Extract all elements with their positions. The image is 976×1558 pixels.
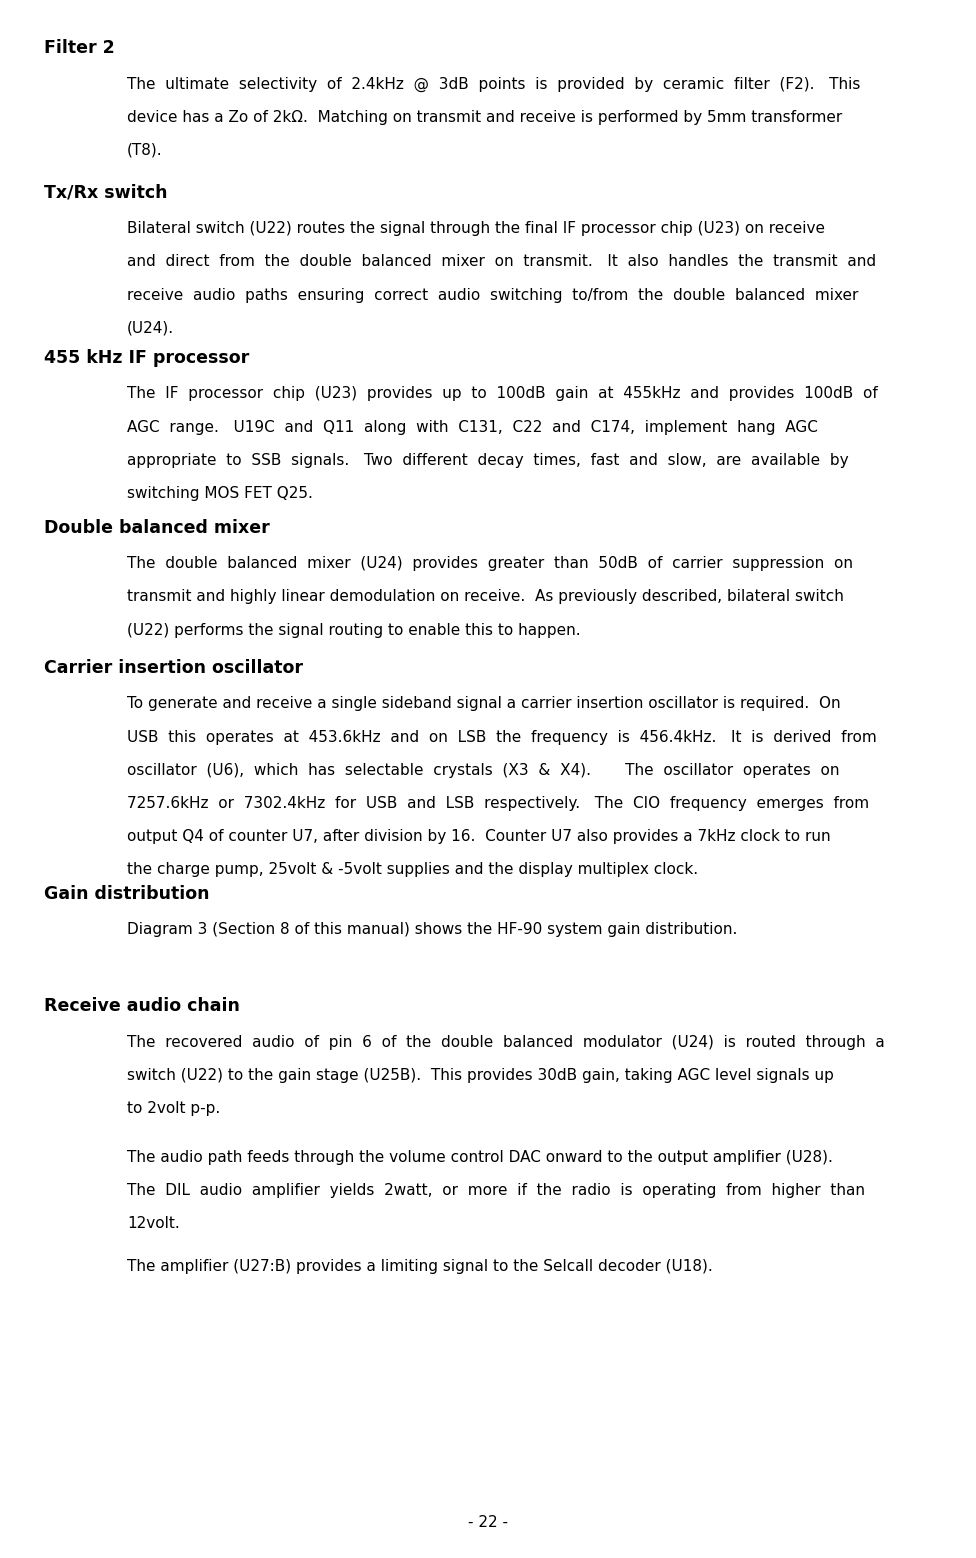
Text: (U22) performs the signal routing to enable this to happen.: (U22) performs the signal routing to ena… [127, 623, 581, 637]
Text: oscillator  (U6),  which  has  selectable  crystals  (X3  &  X4).       The  osc: oscillator (U6), which has selectable cr… [127, 763, 839, 777]
Text: The  recovered  audio  of  pin  6  of  the  double  balanced  modulator  (U24)  : The recovered audio of pin 6 of the doub… [127, 1035, 884, 1050]
Text: Filter 2: Filter 2 [44, 39, 114, 58]
Text: Gain distribution: Gain distribution [44, 885, 210, 904]
Text: and  direct  from  the  double  balanced  mixer  on  transmit.   It  also  handl: and direct from the double balanced mixe… [127, 254, 876, 270]
Text: Receive audio chain: Receive audio chain [44, 997, 240, 1016]
Text: - 22 -: - 22 - [468, 1514, 508, 1530]
Text: switch (U22) to the gain stage (U25B).  This provides 30dB gain, taking AGC leve: switch (U22) to the gain stage (U25B). T… [127, 1067, 834, 1083]
Text: Carrier insertion oscillator: Carrier insertion oscillator [44, 659, 303, 678]
Text: transmit and highly linear demodulation on receive.  As previously described, bi: transmit and highly linear demodulation … [127, 589, 844, 605]
Text: Tx/Rx switch: Tx/Rx switch [44, 184, 168, 203]
Text: To generate and receive a single sideband signal a carrier insertion oscillator : To generate and receive a single sideban… [127, 696, 840, 712]
Text: appropriate  to  SSB  signals.   Two  different  decay  times,  fast  and  slow,: appropriate to SSB signals. Two differen… [127, 453, 848, 467]
Text: receive  audio  paths  ensuring  correct  audio  switching  to/from  the  double: receive audio paths ensuring correct aud… [127, 288, 858, 302]
Text: 7257.6kHz  or  7302.4kHz  for  USB  and  LSB  respectively.   The  CIO  frequenc: 7257.6kHz or 7302.4kHz for USB and LSB r… [127, 796, 869, 812]
Text: AGC  range.   U19C  and  Q11  along  with  C131,  C22  and  C174,  implement  ha: AGC range. U19C and Q11 along with C131,… [127, 419, 818, 435]
Text: The  IF  processor  chip  (U23)  provides  up  to  100dB  gain  at  455kHz  and : The IF processor chip (U23) provides up … [127, 386, 877, 402]
Text: 455 kHz IF processor: 455 kHz IF processor [44, 349, 249, 368]
Text: switching MOS FET Q25.: switching MOS FET Q25. [127, 486, 312, 502]
Text: Bilateral switch (U22) routes the signal through the final IF processor chip (U2: Bilateral switch (U22) routes the signal… [127, 221, 825, 237]
Text: (U24).: (U24). [127, 321, 174, 337]
Text: 12volt.: 12volt. [127, 1217, 180, 1231]
Text: The  double  balanced  mixer  (U24)  provides  greater  than  50dB  of  carrier : The double balanced mixer (U24) provides… [127, 556, 853, 572]
Text: Diagram 3 (Section 8 of this manual) shows the HF-90 system gain distribution.: Diagram 3 (Section 8 of this manual) sho… [127, 922, 737, 938]
Text: USB  this  operates  at  453.6kHz  and  on  LSB  the  frequency  is  456.4kHz.  : USB this operates at 453.6kHz and on LSB… [127, 729, 876, 745]
Text: Double balanced mixer: Double balanced mixer [44, 519, 269, 538]
Text: (T8).: (T8). [127, 143, 163, 157]
Text: The audio path feeds through the volume control DAC onward to the output amplifi: The audio path feeds through the volume … [127, 1150, 833, 1165]
Text: The  DIL  audio  amplifier  yields  2watt,  or  more  if  the  radio  is  operat: The DIL audio amplifier yields 2watt, or… [127, 1183, 865, 1198]
Text: The  ultimate  selectivity  of  2.4kHz  @  3dB  points  is  provided  by  cerami: The ultimate selectivity of 2.4kHz @ 3dB… [127, 76, 860, 92]
Text: device has a Zo of 2kΩ.  Matching on transmit and receive is performed by 5mm tr: device has a Zo of 2kΩ. Matching on tran… [127, 109, 842, 125]
Text: The amplifier (U27:B) provides a limiting signal to the Selcall decoder (U18).: The amplifier (U27:B) provides a limitin… [127, 1259, 712, 1274]
Text: to 2volt p-p.: to 2volt p-p. [127, 1102, 221, 1116]
Text: output Q4 of counter U7, after division by 16.  Counter U7 also provides a 7kHz : output Q4 of counter U7, after division … [127, 829, 831, 844]
Text: the charge pump, 25volt & -5volt supplies and the display multiplex clock.: the charge pump, 25volt & -5volt supplie… [127, 863, 698, 877]
